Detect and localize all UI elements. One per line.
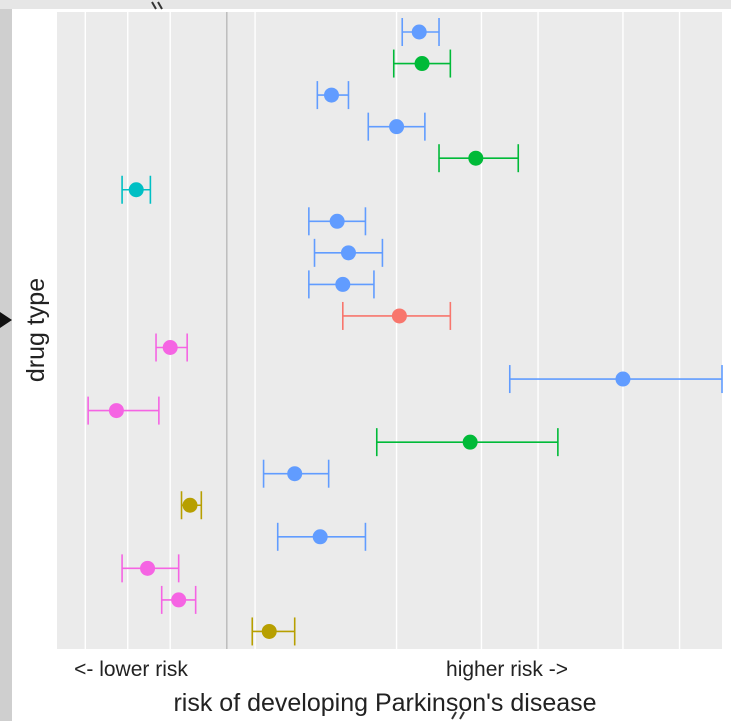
estimate-point (323, 87, 339, 103)
lower-risk-annotation: <- lower risk (74, 658, 188, 681)
estimate-point (468, 150, 484, 166)
estimate-point (411, 24, 427, 40)
data-point-group (438, 144, 520, 173)
estimate-point (389, 119, 405, 135)
estimate-point (261, 623, 277, 639)
estimate-point (462, 434, 478, 450)
data-point-group (180, 491, 203, 520)
cursor-arrow-icon (0, 312, 12, 328)
data-point-group (262, 459, 330, 488)
drag-handle-icon (451, 711, 465, 720)
estimate-point (162, 340, 178, 355)
drag-handle-icon (151, 1, 163, 10)
estimate-point (615, 371, 631, 387)
estimate-point (287, 466, 303, 482)
data-point-group (401, 18, 440, 46)
data-point-group (316, 81, 350, 110)
data-point-group (308, 270, 375, 299)
data-point-group (155, 333, 188, 362)
left-edge-strip (0, 0, 12, 721)
estimate-point (171, 592, 187, 608)
data-point-group (508, 365, 723, 394)
data-point-group (276, 522, 367, 551)
data-point-group (121, 554, 180, 583)
estimate-point (128, 182, 144, 198)
data-point-group (87, 396, 160, 425)
data-point-group (367, 112, 426, 141)
top-edge-strip (0, 0, 731, 9)
data-point-group (308, 207, 367, 236)
estimate-point (182, 497, 198, 513)
points-layer (87, 18, 723, 646)
data-point-group (121, 175, 152, 204)
plot-panel (57, 12, 722, 649)
higher-risk-annotation: higher risk -> (446, 658, 568, 681)
estimate-point (414, 56, 430, 72)
data-point-group (342, 301, 452, 330)
data-point-group (392, 49, 452, 78)
estimate-point (340, 245, 356, 261)
data-point-group (160, 585, 197, 614)
data-point-group (251, 617, 296, 646)
x-axis-label: risk of developing Parkinson's disease (173, 689, 596, 717)
estimate-point (108, 403, 124, 419)
grid-layer (84, 12, 681, 649)
estimate-point (335, 276, 351, 292)
data-point-group (313, 238, 384, 267)
estimate-point (329, 213, 345, 229)
estimate-point (391, 308, 407, 324)
data-point-group (375, 428, 559, 457)
estimate-point (312, 529, 328, 545)
estimate-point (140, 560, 156, 576)
y-axis-label: drug type (22, 278, 50, 382)
